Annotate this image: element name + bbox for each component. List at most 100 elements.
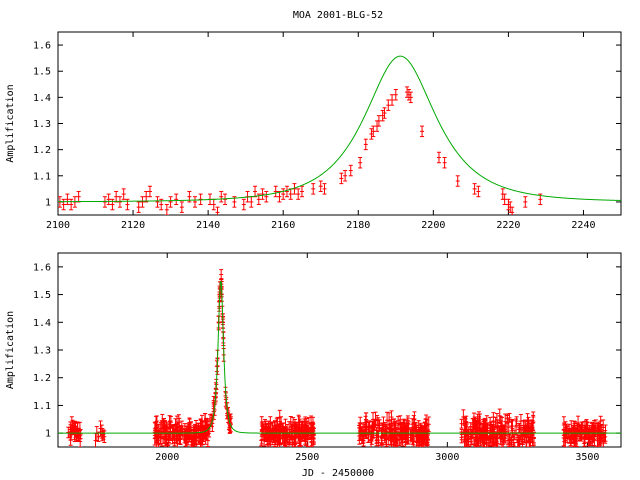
- data-point: [190, 435, 195, 447]
- top-panel: 1 1.1 1.2 1.3 1.4 1.5 1.6 2100 2120 2140 2160 2180 2…: [33, 31, 622, 231]
- data-point: [184, 430, 189, 447]
- data-point: [164, 204, 169, 215]
- data-point: [420, 125, 425, 138]
- data-point: [358, 156, 363, 169]
- data-point: [363, 138, 368, 151]
- top-y-axis-label: Amplification: [5, 84, 16, 162]
- data-point: [518, 413, 523, 429]
- data-point: [100, 428, 105, 442]
- x-tick-label: 2500: [295, 452, 319, 463]
- data-point: [219, 190, 224, 203]
- data-point: [65, 193, 70, 206]
- data-point: [179, 201, 184, 213]
- y-tick-label: 1.4: [33, 318, 51, 329]
- data-point: [507, 412, 512, 423]
- data-point: [140, 196, 145, 208]
- data-point: [494, 413, 499, 427]
- data-point: [196, 422, 201, 437]
- data-point: [281, 188, 286, 200]
- data-point: [156, 431, 161, 447]
- data-point: [166, 433, 171, 443]
- data-point: [277, 190, 282, 203]
- data-point: [322, 183, 327, 195]
- data-point: [408, 91, 413, 104]
- data-point: [318, 180, 323, 192]
- plot-frame: [57, 31, 622, 216]
- data-point: [519, 428, 524, 445]
- model-curve: [58, 55, 621, 203]
- data-point: [303, 424, 308, 439]
- data-point: [376, 417, 381, 432]
- x-tick-label: 3500: [575, 452, 599, 463]
- data-point: [464, 421, 469, 437]
- data-point: [96, 431, 101, 442]
- data-point: [110, 198, 115, 211]
- data-point: [512, 429, 517, 441]
- data-point: [272, 429, 277, 446]
- data-point: [502, 193, 507, 206]
- y-tick-label: 1.6: [33, 41, 51, 52]
- data-point: [493, 434, 498, 446]
- data-point: [262, 419, 267, 429]
- data-point: [186, 423, 191, 440]
- x-tick-label: 2180: [346, 220, 370, 231]
- data-point: [529, 422, 534, 435]
- data-point: [164, 421, 169, 437]
- data-point: [369, 128, 374, 140]
- x-tick-label: 2000: [155, 452, 179, 463]
- data-point: [472, 183, 477, 195]
- data-point: [393, 422, 398, 433]
- data-point: [420, 426, 425, 436]
- data-point: [369, 433, 374, 447]
- x-tick-label: 3000: [435, 452, 459, 463]
- data-point: [509, 440, 514, 447]
- data-point: [405, 86, 410, 98]
- data-point: [114, 190, 119, 203]
- data-point: [416, 436, 421, 447]
- x-tick-label: 2120: [121, 220, 145, 231]
- y-tick-label: 1.1: [33, 171, 51, 182]
- data-point: [160, 420, 165, 438]
- data-point: [106, 193, 111, 206]
- data-point: [485, 424, 490, 441]
- data-point: [164, 431, 169, 447]
- data-point: [455, 175, 460, 187]
- data-point: [385, 411, 390, 429]
- data-point: [284, 185, 289, 198]
- data-point: [282, 437, 287, 447]
- data-point: [466, 426, 471, 443]
- data-point: [273, 185, 278, 198]
- data-point: [153, 421, 158, 435]
- data-point: [287, 436, 292, 447]
- data-point: [198, 193, 203, 206]
- y-tick-label: 1: [45, 197, 51, 208]
- data-point: [390, 94, 395, 106]
- data-point: [506, 198, 511, 211]
- x-tick-label: 2140: [196, 220, 220, 231]
- data-point: [174, 193, 179, 206]
- bottom-panel: 1 1.1 1.2 1.3 1.4 1.5 1.6 2000 2500 3000 3500: [33, 252, 622, 463]
- data-point: [276, 434, 281, 446]
- data-point: [117, 196, 122, 208]
- data-point: [475, 440, 480, 447]
- data-point: [259, 439, 264, 447]
- data-point: [409, 427, 414, 441]
- data-point: [442, 156, 447, 169]
- data-point: [264, 190, 269, 203]
- data-point: [490, 436, 495, 447]
- data-point: [193, 428, 198, 441]
- data-point: [380, 109, 385, 122]
- data-point: [464, 440, 469, 447]
- data-point: [69, 198, 74, 211]
- data-point: [136, 201, 141, 213]
- data-point: [406, 89, 411, 101]
- x-tick-label: 2220: [496, 220, 520, 231]
- data-point: [177, 434, 182, 444]
- data-point: [478, 428, 483, 439]
- y-tick-label: 1.3: [33, 119, 51, 130]
- data-point: [509, 420, 514, 432]
- data-point: [425, 419, 430, 432]
- data-point: [310, 416, 315, 428]
- data-point: [155, 196, 160, 208]
